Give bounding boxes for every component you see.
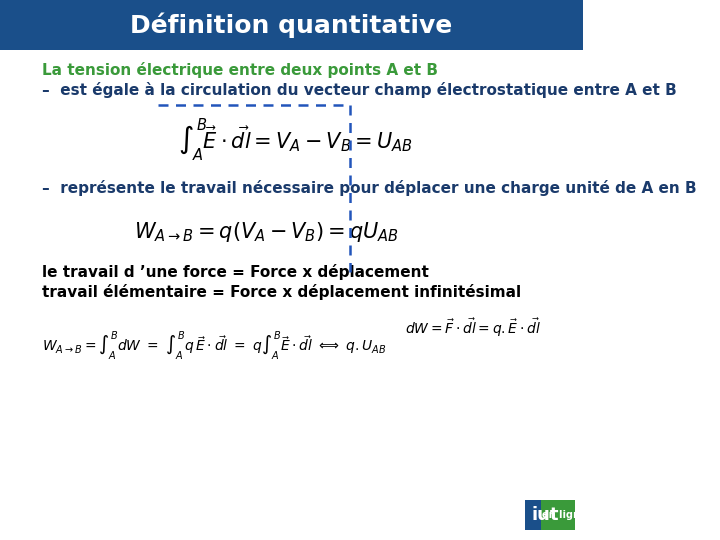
Text: Définition quantitative: Définition quantitative xyxy=(130,12,453,38)
FancyBboxPatch shape xyxy=(525,500,575,530)
Text: –  représente le travail nécessaire pour déplacer une charge unité de A en B: – représente le travail nécessaire pour … xyxy=(42,180,697,196)
Text: travail élémentaire = Force x déplacement infinitésimal: travail élémentaire = Force x déplacemen… xyxy=(42,284,521,300)
Text: en ligne: en ligne xyxy=(541,510,586,520)
Text: le travail d ’une force = Force x déplacement: le travail d ’une force = Force x déplac… xyxy=(42,264,429,280)
Text: La tension électrique entre deux points A et B: La tension électrique entre deux points … xyxy=(42,62,438,78)
Text: $W_{A\rightarrow B} = \int_{A}^{B}dW\ =\ \int_{A}^{B}q\,\vec{E}\cdot\vec{dl}\ =\: $W_{A\rightarrow B} = \int_{A}^{B}dW\ =\… xyxy=(42,328,387,361)
Text: iut: iut xyxy=(531,506,559,524)
FancyBboxPatch shape xyxy=(0,0,583,50)
Text: –  est égale à la circulation du vecteur champ électrostatique entre A et B: – est égale à la circulation du vecteur … xyxy=(42,82,677,98)
Text: $\int_{A}^{B}\!\vec{E}\cdot\vec{dl} = V_A - V_B = U_{AB}$: $\int_{A}^{B}\!\vec{E}\cdot\vec{dl} = V_… xyxy=(178,117,413,164)
FancyBboxPatch shape xyxy=(541,500,575,530)
Text: $W_{A\rightarrow B} = q(V_A - V_B) = qU_{AB}$: $W_{A\rightarrow B} = q(V_A - V_B) = qU_… xyxy=(134,220,399,244)
Text: $dW = \vec{F}\cdot\vec{dl} = q.\vec{E}\cdot\vec{dl}$: $dW = \vec{F}\cdot\vec{dl} = q.\vec{E}\c… xyxy=(405,316,541,339)
